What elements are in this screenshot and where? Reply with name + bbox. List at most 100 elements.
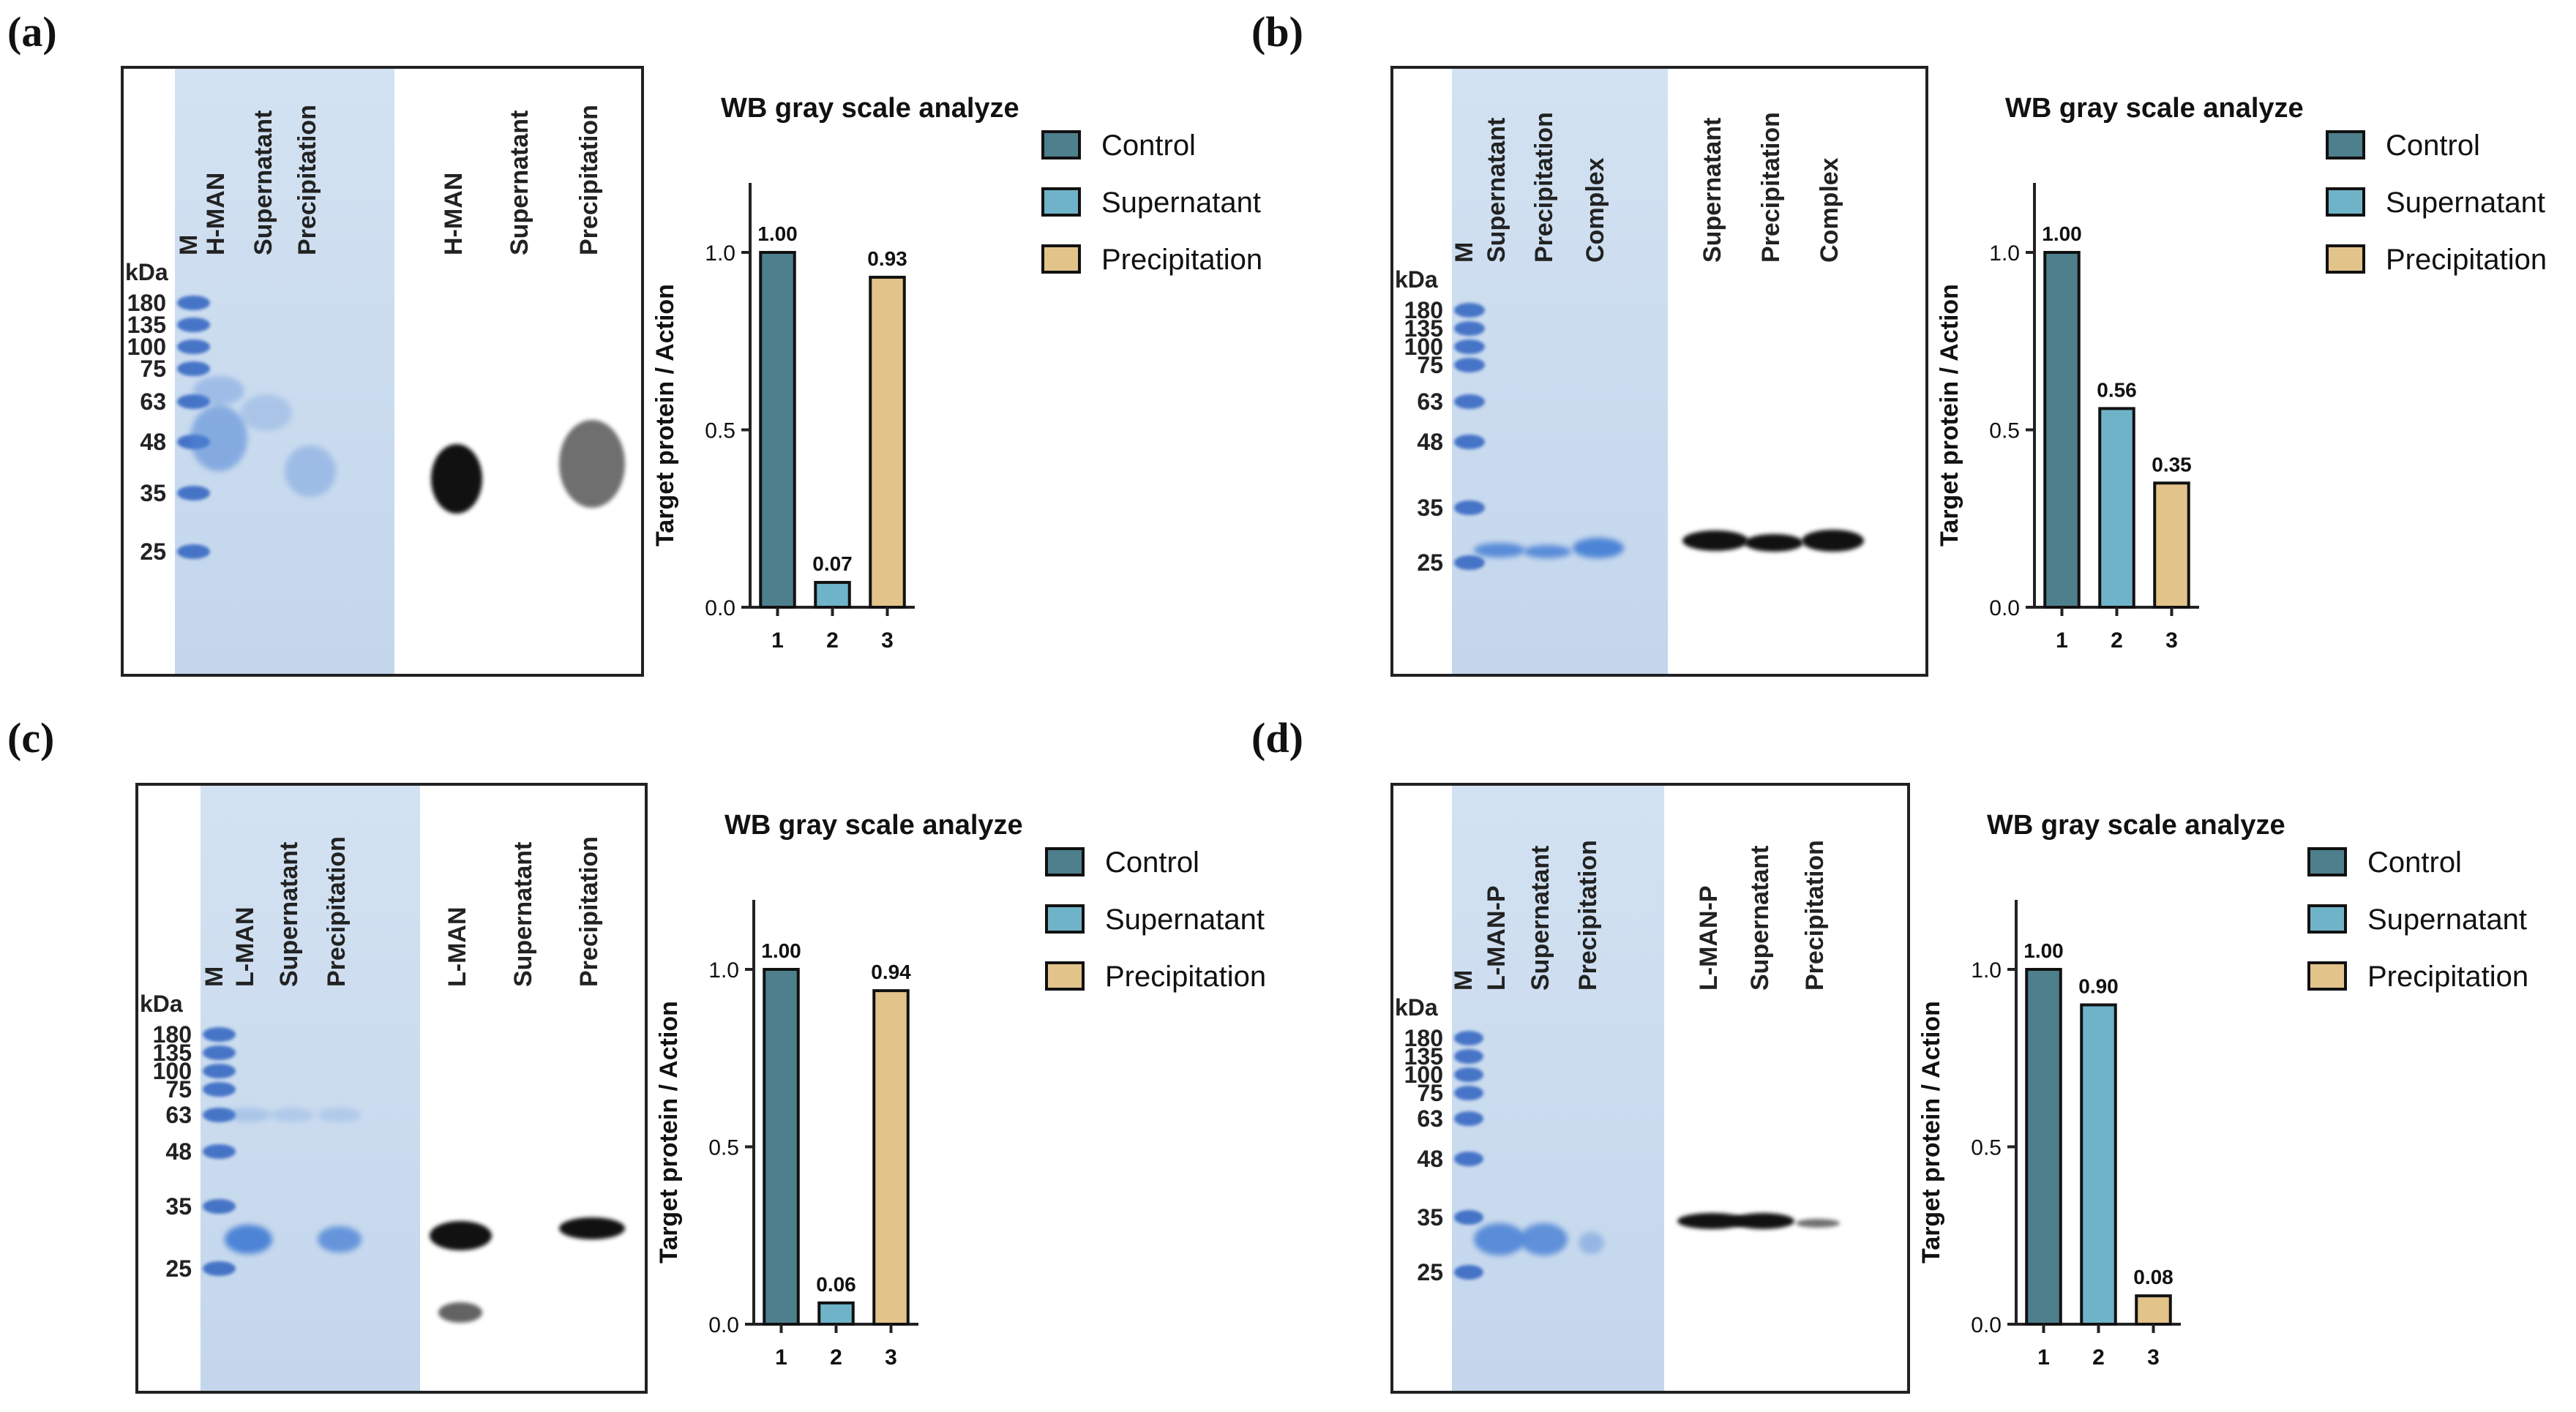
panel-a: (a) kDa 180 135 100 75 63 48 35 25 M H-MAN Supernat…: [0, 0, 1288, 706]
marker-ladder: [1454, 961, 1483, 1391]
western-blot: [1664, 786, 1907, 1391]
x-tick-label: 3: [881, 628, 894, 653]
wb-band: [1677, 1213, 1747, 1229]
lane-label-wb: Supernatant: [509, 841, 537, 987]
marker-size-label: 135: [1404, 315, 1443, 342]
ladder-band: [1454, 555, 1485, 570]
legend-swatch: [2307, 904, 2347, 934]
coomassie-gel: [201, 786, 420, 1391]
marker-size-label: 35: [140, 480, 166, 506]
wb-band: [1731, 1213, 1794, 1229]
kda-label: kDa: [1395, 266, 1438, 293]
y-tick-label: 1.0: [1971, 958, 2002, 983]
lane-label-gel: H-MAN: [202, 172, 230, 255]
chart-title: WB gray scale analyze: [721, 93, 1019, 124]
marker-size-label: 180: [152, 1021, 192, 1048]
bar: [2098, 407, 2135, 609]
bar-value-label: 1.00: [2042, 222, 2082, 245]
chart-title: WB gray scale analyze: [1987, 810, 2285, 841]
ladder-band: [203, 1199, 236, 1214]
y-axis-label: Target protein / Action: [1917, 1001, 1945, 1263]
panel-letter: (b): [1251, 8, 1303, 56]
chart-title: WB gray scale analyze: [2005, 93, 2304, 124]
ladder-band: [1454, 1210, 1483, 1225]
marker-size-label: 180: [127, 290, 166, 316]
legend-swatch: [2326, 244, 2365, 274]
marker-size-label: 35: [165, 1193, 192, 1220]
bar: [869, 275, 906, 609]
marker-size-label: 63: [1417, 388, 1443, 415]
ladder-band: [1454, 339, 1485, 354]
panel-letter: (d): [1251, 714, 1303, 762]
y-tick-label: 0.0: [1971, 1313, 2002, 1337]
gel-band: [224, 1225, 272, 1254]
marker-size-label: 25: [1417, 549, 1443, 576]
bar-value-label: 0.56: [2097, 378, 2137, 401]
gel-band: [241, 394, 292, 431]
lane-label-gel: Precipitation: [293, 105, 321, 255]
legend-label: Precipitation: [1105, 961, 1266, 993]
bar: [817, 1301, 855, 1326]
y-tick-label: 0.5: [705, 419, 735, 443]
lane-label-marker: M: [1450, 969, 1478, 991]
marker-size-label: 48: [165, 1138, 192, 1165]
bar: [872, 989, 910, 1326]
x-tick-label: 1: [2056, 628, 2068, 653]
wb-band: [1801, 530, 1864, 552]
lane-label-wb: Precipitation: [1801, 840, 1829, 991]
x-tick-label: 1: [775, 1345, 787, 1370]
legend-label: Control: [2386, 129, 2480, 162]
bar-chart: WB gray scale analyze Target protein / Ac…: [1928, 66, 2576, 706]
y-axis-label: Target protein / Action: [1936, 284, 1963, 547]
ladder-band: [177, 544, 210, 559]
ladder-band: [1454, 394, 1485, 409]
marker-ladder: [203, 961, 236, 1391]
bar: [2080, 1003, 2117, 1326]
legend-swatch: [1041, 244, 1081, 274]
x-tick-label: 3: [2165, 628, 2178, 653]
bar-chart-svg: WB gray scale analyze Target protein / Ac…: [1917, 810, 2528, 1370]
ladder-band: [1454, 303, 1485, 318]
marker-size-label: 100: [1404, 334, 1443, 360]
legend-swatch: [1041, 130, 1081, 159]
legend-swatch: [2307, 847, 2347, 876]
lane-label-gel: Precipitation: [323, 836, 351, 987]
legend-swatch: [1045, 847, 1085, 876]
bar-value-label: 0.35: [2152, 453, 2192, 476]
lane-label-wb: L-MAN: [443, 906, 471, 987]
ladder-band: [1454, 500, 1485, 515]
bar-value-label: 0.90: [2078, 975, 2119, 998]
legend-swatch: [2307, 961, 2347, 991]
marker-size-label: 48: [140, 429, 166, 455]
lane-label-wb: Supernatant: [1699, 117, 1726, 263]
kda-label: kDa: [140, 991, 183, 1017]
bar-chart: WB gray scale analyze Target protein / Ac…: [648, 783, 1288, 1412]
bar: [814, 581, 851, 609]
marker-size-label: 75: [1417, 352, 1443, 378]
marker-size-label: 63: [140, 388, 166, 415]
lane-label-gel: Supernatant: [1527, 845, 1554, 991]
ladder-band: [203, 1045, 236, 1060]
bar-chart-svg: WB gray scale analyze Target protein / Ac…: [651, 93, 1262, 653]
ladder-band: [203, 1108, 236, 1122]
ladder-band: [1454, 1031, 1483, 1045]
lane-label-gel: Complex: [1581, 157, 1609, 263]
lane-label-wb: H-MAN: [440, 172, 468, 255]
y-tick-label: 0.0: [1989, 596, 2020, 620]
bar-value-label: 1.00: [761, 939, 801, 962]
lane-label-wb: Precipitation: [1757, 112, 1785, 263]
western-blot: [1668, 69, 1925, 674]
ladder-band: [1454, 1086, 1483, 1100]
panel-c: (c) kDa 180 135 100 75 63 48 35 25 M L-MAN Supernat…: [0, 706, 1288, 1412]
bar-chart-svg: WB gray scale analyze Target protein / Ac…: [655, 810, 1266, 1370]
marker-size-label: 100: [127, 334, 166, 360]
lane-label-gel: Precipitation: [1530, 112, 1558, 263]
y-tick-label: 0.5: [1989, 419, 2020, 443]
gel-band: [1519, 1223, 1568, 1255]
ladder-band: [203, 1064, 236, 1078]
wb-band: [1796, 1219, 1840, 1228]
western-blot: [420, 786, 645, 1391]
lane-label-gel: L-MAN-P: [1483, 885, 1510, 991]
legend-label: Precipitation: [1101, 244, 1262, 276]
ladder-band: [177, 361, 210, 376]
